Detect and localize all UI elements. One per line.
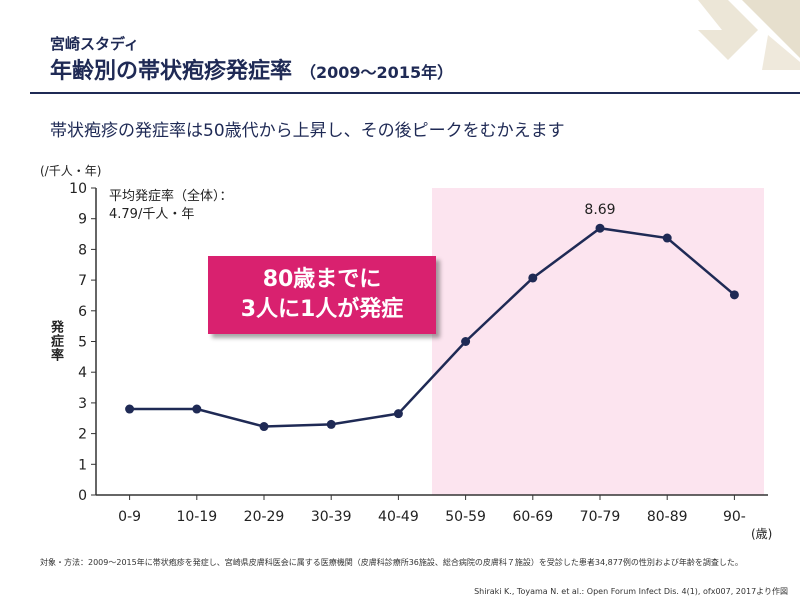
- y-tick-label: 5: [78, 335, 87, 351]
- average-note-line1: 平均発症率（全体）：: [109, 189, 233, 204]
- data-point: [125, 404, 135, 414]
- series-line: [129, 226, 736, 428]
- y-axis-unit: (/千人・年): [40, 164, 102, 178]
- corner-decoration: [698, 0, 800, 70]
- lead-text: 帯状疱疹の発症率は50歳代から上昇し、その後ピークをむかえます: [50, 121, 565, 141]
- x-axis-unit: (歳): [751, 527, 773, 541]
- x-tick-label: 20-29: [244, 509, 285, 525]
- footnote: 対象・方法：2009～2015年に帯状疱疹を発症し、宮崎県皮膚科医会に属する医療…: [40, 558, 743, 567]
- y-tick-label: 2: [78, 427, 87, 443]
- average-note-line2: 4.79/千人・年: [109, 207, 195, 222]
- x-tick-label: 80-89: [647, 509, 688, 525]
- header-subtitle: 宮崎スタディ: [50, 35, 139, 53]
- data-label: 8.69: [584, 202, 615, 218]
- page-title-text: 年齢別の帯状疱疹発症率: [50, 59, 293, 84]
- callout-line2: 3人に1人が発症: [240, 297, 404, 322]
- citation: Shiraki K., Toyama N. et al.: Open Forum…: [474, 587, 788, 596]
- x-tick-label: 0-9: [118, 509, 141, 525]
- x-tick-label: 50-59: [445, 509, 486, 525]
- y-tick-label: 4: [78, 365, 87, 381]
- data-point: [259, 422, 269, 432]
- page-title-period: （2009～2015年）: [300, 63, 454, 82]
- data-point: [595, 223, 605, 233]
- y-tick-label: 7: [78, 273, 87, 289]
- x-tick-label: 90-: [723, 509, 746, 525]
- y-tick-label: 3: [78, 396, 87, 412]
- callout-line1: 80歳までに: [262, 267, 382, 292]
- title-divider: [30, 92, 800, 94]
- x-tick-label: 60-69: [512, 509, 553, 525]
- data-point: [528, 273, 538, 283]
- data-point: [192, 404, 202, 414]
- y-tick-label: 8: [78, 242, 87, 258]
- data-point: [393, 409, 403, 419]
- x-tick-label: 10-19: [176, 509, 217, 525]
- y-tick-label: 0: [78, 488, 87, 504]
- data-point: [729, 290, 739, 300]
- x-tick-label: 40-49: [378, 509, 419, 525]
- data-point: [326, 419, 336, 429]
- average-incidence-note: 平均発症率（全体）： 4.79/千人・年: [109, 188, 233, 224]
- y-tick-label: 9: [78, 212, 87, 228]
- y-tick-label: 1: [78, 457, 87, 473]
- data-point: [662, 233, 672, 243]
- y-tick-label: 10: [69, 181, 87, 197]
- callout-box: 80歳までに 3人に1人が発症: [208, 256, 436, 334]
- y-tick-label: 6: [78, 304, 87, 320]
- page-title: 年齢別の帯状疱疹発症率 （2009～2015年）: [50, 53, 453, 85]
- x-tick-label: 30-39: [311, 509, 352, 525]
- highlight-band: [432, 188, 764, 495]
- y-axis-label: 発症率: [48, 320, 63, 362]
- x-tick-label: 70-79: [580, 509, 621, 525]
- data-point: [461, 337, 471, 346]
